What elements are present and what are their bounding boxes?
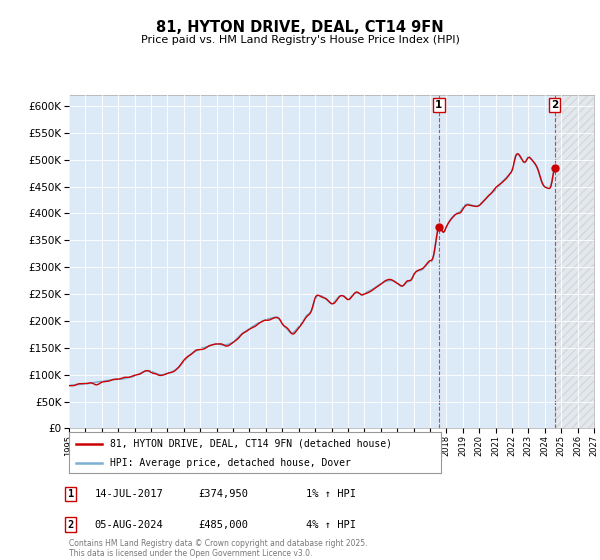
Text: 81, HYTON DRIVE, DEAL, CT14 9FN: 81, HYTON DRIVE, DEAL, CT14 9FN xyxy=(156,20,444,35)
Text: HPI: Average price, detached house, Dover: HPI: Average price, detached house, Dove… xyxy=(110,458,351,468)
Text: Contains HM Land Registry data © Crown copyright and database right 2025.
This d: Contains HM Land Registry data © Crown c… xyxy=(69,539,367,558)
Text: 2: 2 xyxy=(68,520,74,530)
Text: 1: 1 xyxy=(68,489,74,499)
Text: £374,950: £374,950 xyxy=(198,489,248,499)
Text: 2: 2 xyxy=(551,100,558,110)
Text: 1% ↑ HPI: 1% ↑ HPI xyxy=(306,489,356,499)
Text: 4% ↑ HPI: 4% ↑ HPI xyxy=(306,520,356,530)
Text: Price paid vs. HM Land Registry's House Price Index (HPI): Price paid vs. HM Land Registry's House … xyxy=(140,35,460,45)
Bar xyxy=(554,95,594,428)
Text: 1: 1 xyxy=(435,100,442,110)
Text: 14-JUL-2017: 14-JUL-2017 xyxy=(95,489,164,499)
Text: £485,000: £485,000 xyxy=(198,520,248,530)
Text: 05-AUG-2024: 05-AUG-2024 xyxy=(95,520,164,530)
Text: 81, HYTON DRIVE, DEAL, CT14 9FN (detached house): 81, HYTON DRIVE, DEAL, CT14 9FN (detache… xyxy=(110,439,392,449)
